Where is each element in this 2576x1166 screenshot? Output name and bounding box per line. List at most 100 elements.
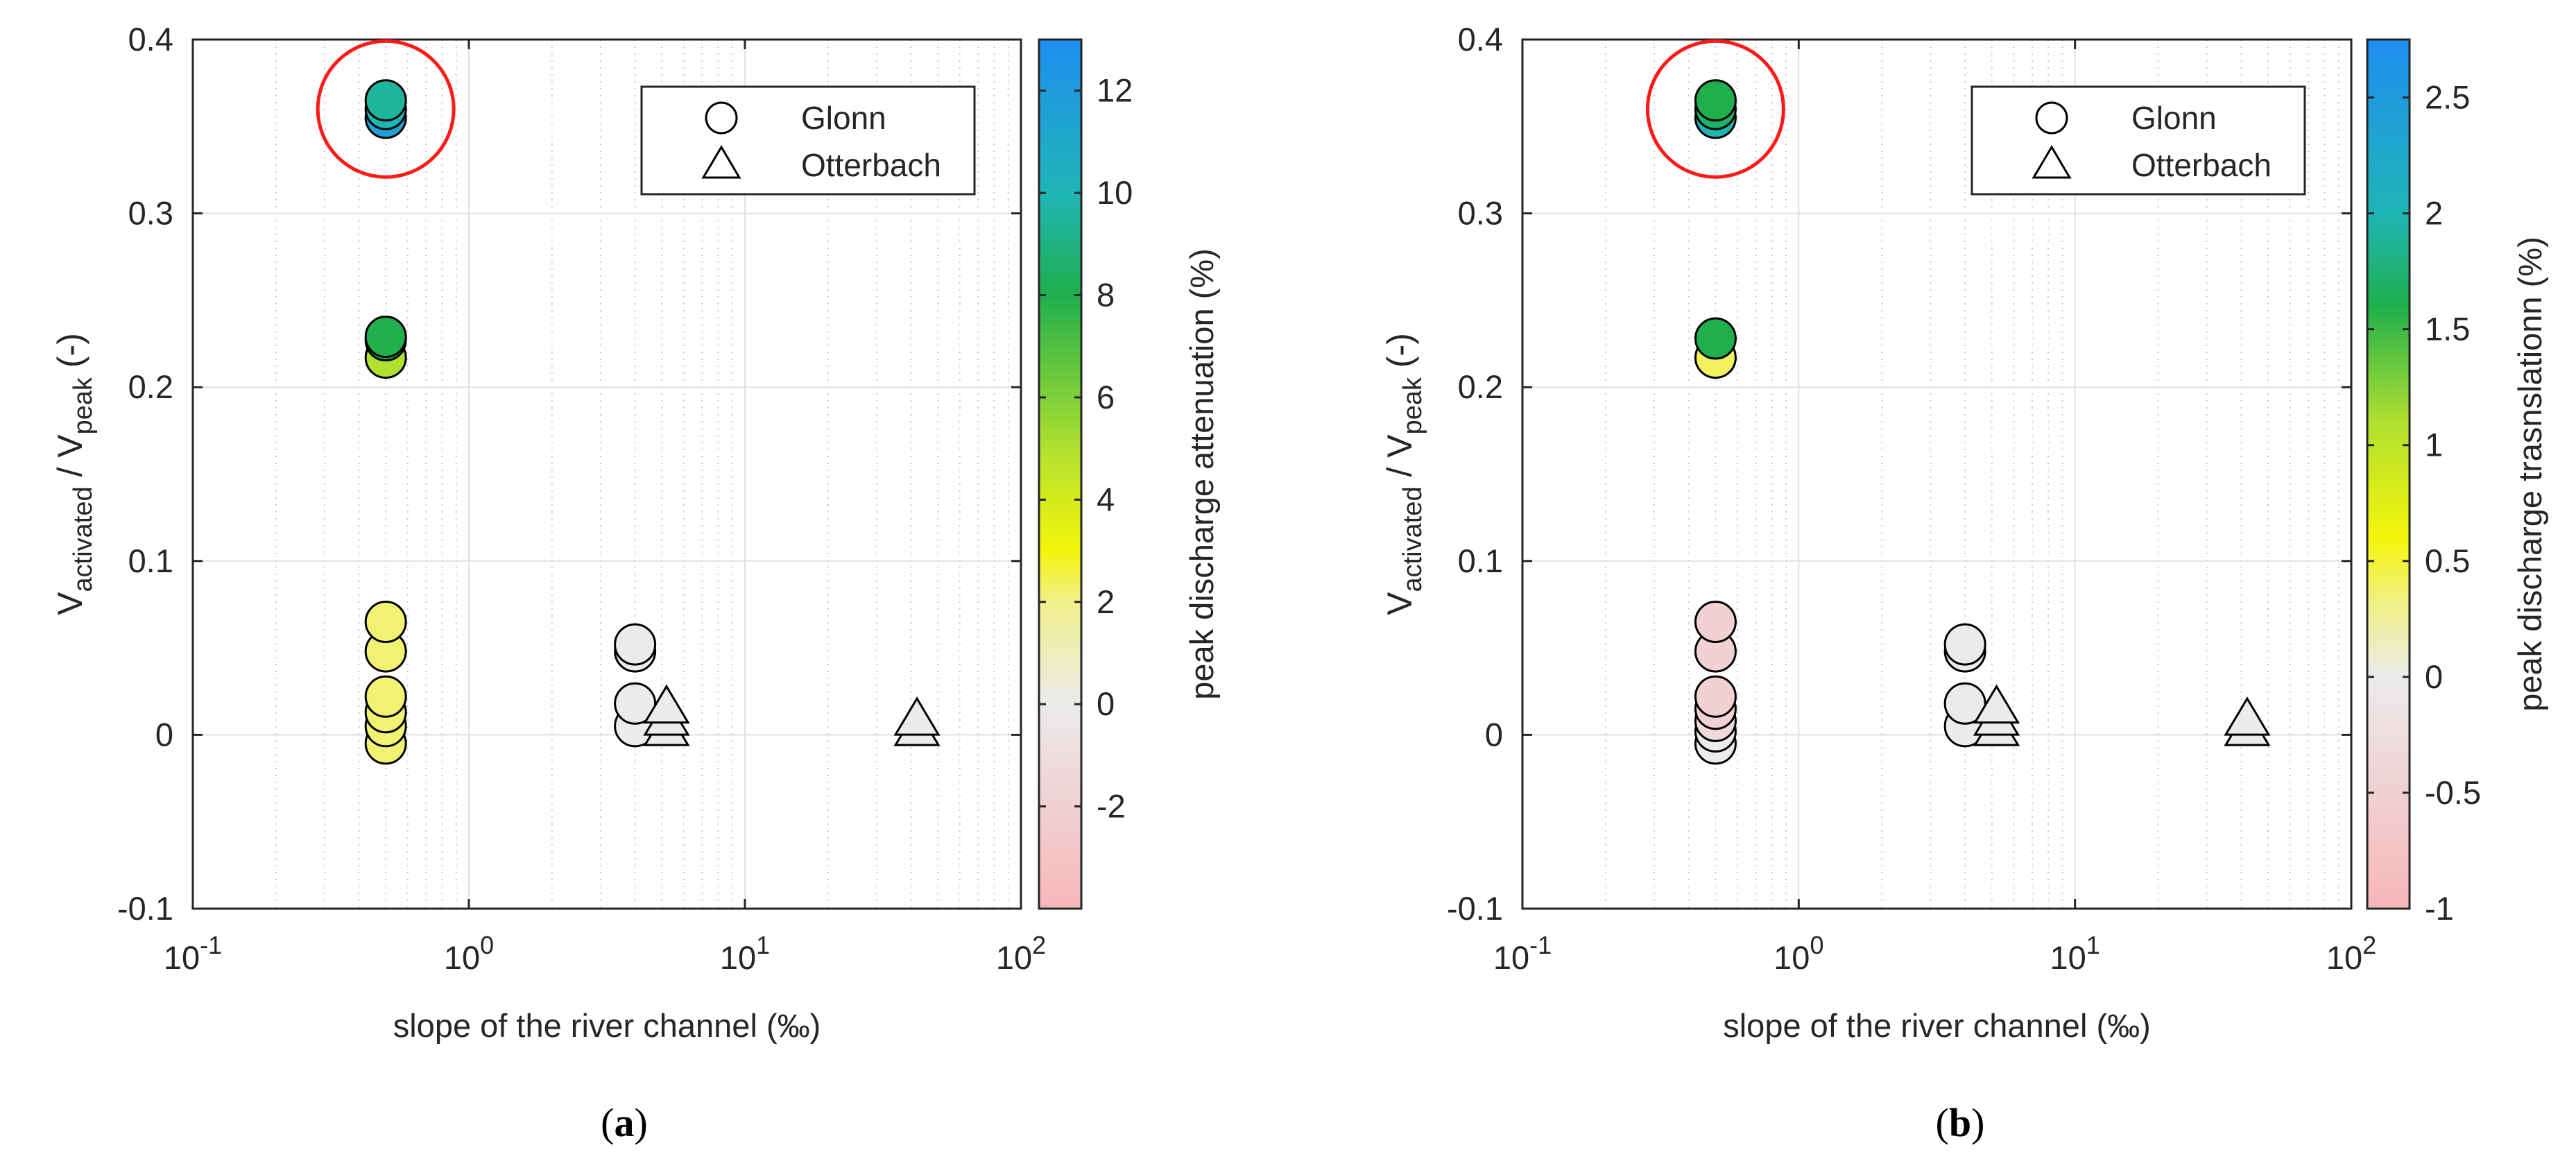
colorbar-ticks (2367, 96, 2410, 910)
panel-paren: ( (601, 1100, 614, 1145)
y-label-subscript: activated (1398, 486, 1427, 592)
x-tick-exponent: 0 (1810, 931, 1823, 959)
colorbar-tick-label: 1.5 (2425, 311, 2470, 348)
y-tick-label: 0.1 (128, 542, 173, 579)
tick-marks (191, 38, 1022, 910)
data-point-circle (1943, 623, 1986, 666)
data-point-circle (364, 601, 407, 644)
series-otterbach (643, 684, 941, 746)
legend-box (640, 85, 976, 196)
y-label-part: V (1380, 592, 1419, 615)
x-tick-label: 100 (444, 931, 494, 976)
y-tick-label: 0.2 (1458, 368, 1503, 405)
panel-letter: b (1949, 1100, 1971, 1145)
data-point-circle (614, 623, 657, 666)
y-label-part: (-) (1380, 333, 1419, 377)
legend-label: Otterbach (801, 147, 941, 183)
data-point-circle (1694, 317, 1737, 360)
legend-label: Glonn (2131, 100, 2217, 136)
x-tick-base: 10 (164, 939, 200, 976)
x-tick-label: 102 (2326, 931, 2376, 976)
x-tick-base: 10 (444, 939, 480, 976)
colorbar-tick-label: 0.5 (2425, 542, 2470, 579)
x-tick-label: 10-1 (164, 931, 222, 976)
legend-circle-icon (2035, 101, 2068, 135)
colorbar-ticks (1039, 89, 1081, 808)
colorbar-tick-label: 10 (1097, 174, 1133, 211)
legend-triangle-icon (701, 145, 741, 179)
data-point-triangle (2224, 696, 2271, 736)
tick-marks (1521, 38, 2353, 910)
colorbar (1038, 38, 1083, 910)
x-tick-base: 10 (2326, 939, 2362, 976)
legend-box (1970, 85, 2306, 196)
legend-label: Otterbach (2131, 147, 2272, 183)
x-tick-base: 10 (996, 939, 1032, 976)
series-glonn (1694, 79, 1986, 765)
x-axis-label: slope of the river channel (‰) (393, 1007, 821, 1044)
colorbar-tick-label: -0.5 (2425, 774, 2481, 811)
x-tick-exponent: 0 (480, 931, 494, 959)
legend-triangle-icon (2032, 145, 2072, 179)
x-tick-base: 10 (1493, 939, 1529, 976)
colorbar-tick-label: 4 (1097, 481, 1115, 517)
y-tick-label: 0.3 (1458, 195, 1503, 232)
panel-paren: ) (1971, 1100, 1984, 1145)
y-label-subscript: peak (1398, 377, 1427, 434)
highlight-circle (316, 39, 456, 179)
y-label-subscript: activated (69, 486, 98, 592)
x-tick-exponent: -1 (200, 931, 222, 959)
y-tick-label: -0.1 (117, 890, 173, 927)
y-axis-label: Vactivated / Vpeak (-) (51, 333, 98, 615)
data-point-circle (1694, 675, 1737, 718)
y-label-part: (-) (51, 333, 89, 377)
data-point-circle (364, 316, 407, 359)
x-tick-exponent: 1 (2086, 931, 2100, 959)
axes-box (191, 38, 1022, 910)
x-tick-label: 10-1 (1493, 931, 1552, 976)
x-axis-label: slope of the river channel (‰) (1723, 1007, 2151, 1044)
colorbar-tick-label: -2 (1097, 788, 1126, 825)
legend: Glonn Otterbach (1970, 85, 2306, 196)
y-tick-label: 0 (155, 716, 173, 753)
y-tick-label: 0.4 (1458, 21, 1503, 58)
x-tick-label: 100 (1774, 931, 1823, 976)
y-label-part: / V (1380, 434, 1419, 487)
x-tick-base: 10 (1774, 939, 1810, 976)
data-point-triangle (643, 684, 690, 724)
y-tick-label: 0.1 (1458, 542, 1503, 579)
colorbar-tick-label: 0 (1097, 685, 1115, 722)
y-label-subscript: peak (69, 377, 98, 434)
panel-letter: a (615, 1100, 635, 1145)
y-label-part: V (51, 592, 89, 615)
colorbar-label: peak discharge attenuation (%) (1183, 248, 1220, 700)
series-glonn (364, 79, 657, 765)
colorbar-tick-label: -1 (2425, 890, 2454, 927)
x-tick-label: 101 (2050, 931, 2100, 976)
panel-paren: ) (635, 1100, 648, 1145)
data-point-circle (364, 675, 407, 718)
x-tick-base: 10 (720, 939, 756, 976)
x-tick-exponent: 2 (1032, 931, 1046, 959)
y-label-part: / V (51, 434, 89, 487)
legend-circle-icon (705, 101, 738, 135)
y-tick-label: 0.2 (128, 368, 173, 405)
colorbar-tick-label: 2.5 (2425, 79, 2470, 116)
colorbar-label: peak discharge trasnslationn (%) (2511, 237, 2548, 711)
data-point-triangle (1973, 684, 2020, 724)
y-axis-label: Vactivated / Vpeak (-) (1380, 333, 1427, 615)
colorbar-tick-label: 8 (1097, 277, 1115, 314)
highlight-circle (1645, 39, 1785, 179)
colorbar-tick-label: 2 (1097, 583, 1115, 620)
x-tick-base: 10 (2050, 939, 2086, 976)
data-point-circle (1694, 79, 1737, 122)
y-tick-label: 0 (1485, 716, 1503, 753)
y-tick-label: 0.3 (128, 195, 173, 232)
colorbar-tick-label: 0 (2425, 658, 2443, 695)
x-tick-exponent: 2 (2362, 931, 2376, 959)
axes-box (1521, 38, 2353, 910)
data-point-circle (1694, 601, 1737, 644)
colorbar-tick-label: 1 (2425, 427, 2443, 463)
